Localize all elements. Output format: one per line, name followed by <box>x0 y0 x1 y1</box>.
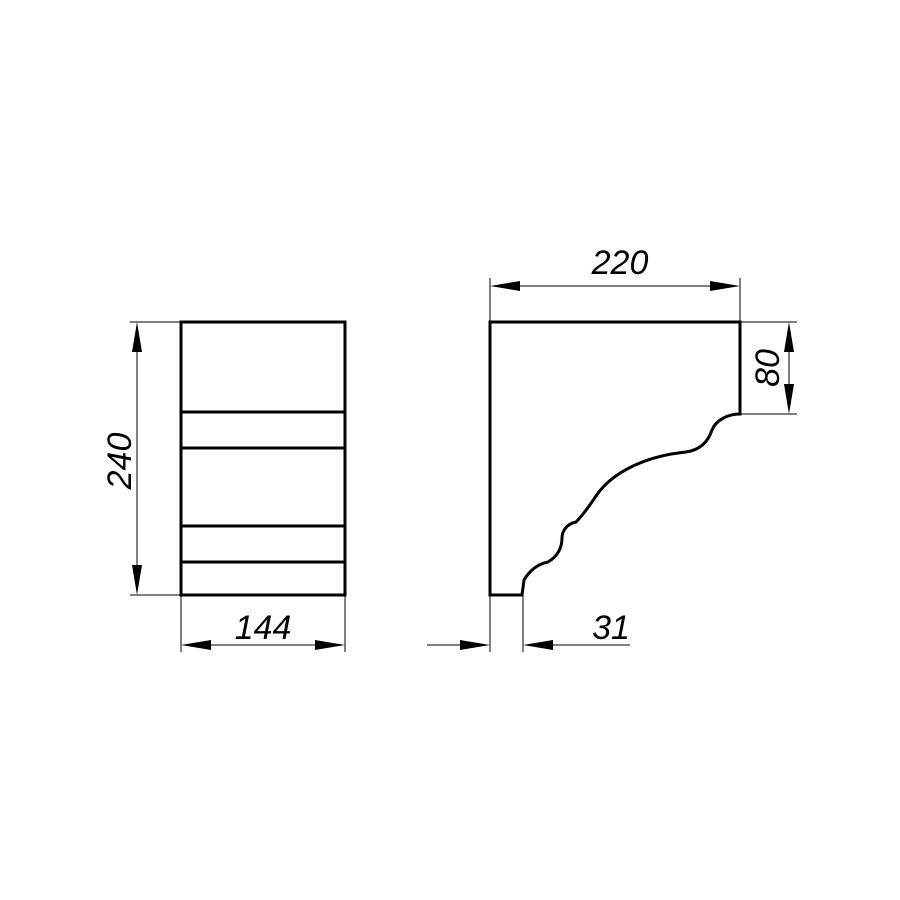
front-view-outline <box>179 320 347 597</box>
arrowhead <box>132 322 142 352</box>
side-view <box>488 320 742 597</box>
front-width-dimension: 144 <box>180 595 346 652</box>
front-width-label: 144 <box>235 609 292 647</box>
arrowhead <box>784 384 794 414</box>
arrowhead <box>460 640 490 650</box>
arrowhead <box>132 565 142 595</box>
side-view-profile <box>488 320 742 597</box>
side-base-offset-label: 31 <box>592 609 630 647</box>
side-base-offset-dimension: 31 <box>427 595 630 652</box>
front-height-label: 240 <box>101 433 139 491</box>
arrowhead <box>784 322 794 352</box>
arrowhead <box>710 281 740 291</box>
side-depth-label: 220 <box>591 244 649 282</box>
arrowhead <box>490 281 520 291</box>
side-depth-dimension: 220 <box>489 244 741 322</box>
arrowhead <box>523 640 553 650</box>
front-height-dimension: 240 <box>101 321 181 596</box>
arrowhead <box>181 640 211 650</box>
arrowhead <box>315 640 345 650</box>
side-top-height-dimension: 80 <box>740 321 797 415</box>
side-top-height-label: 80 <box>749 349 787 387</box>
front-view <box>179 320 347 597</box>
